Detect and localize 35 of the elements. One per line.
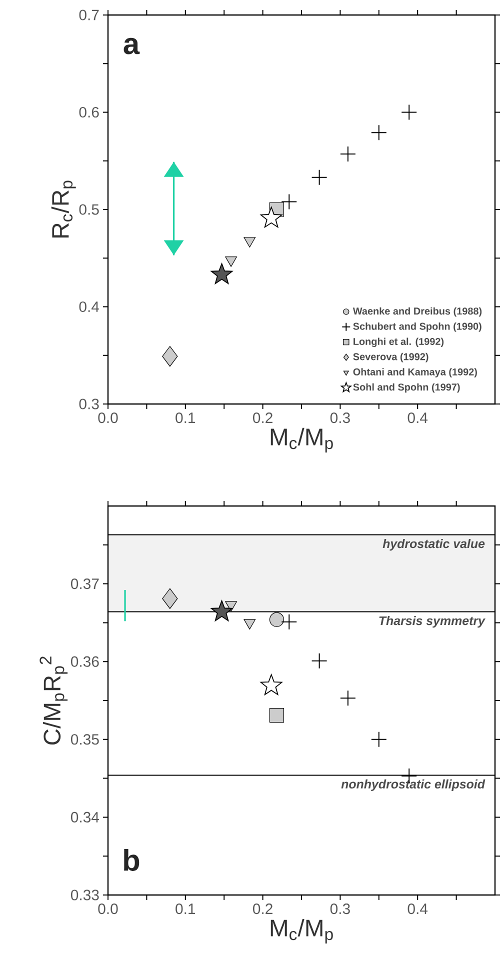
x-tick-label: 0.1 bbox=[176, 412, 196, 424]
y-tick-label: 0.5 bbox=[79, 204, 99, 215]
x-tick-label: 0.1 bbox=[176, 904, 196, 914]
ref-line-label: Tharsis symmetry bbox=[379, 616, 486, 628]
x-tick-label: 0.0 bbox=[98, 904, 118, 914]
legend-label: Schubert and Spohn (1990) bbox=[353, 322, 482, 332]
legend-label: Longhi et al. (1992) bbox=[354, 338, 444, 348]
legend-label: Waenke and Dreibus (1988) bbox=[352, 307, 482, 317]
annotation: a bbox=[124, 38, 140, 54]
x-tick-label: 0.3 bbox=[330, 904, 350, 914]
annotation: b bbox=[124, 849, 140, 871]
x-tick-label: 0.4 bbox=[408, 904, 428, 914]
y-tick-label: 0.3 bbox=[79, 398, 99, 410]
x-tick-label: 0.3 bbox=[330, 412, 350, 424]
legend-label: Severova (1992) bbox=[353, 352, 428, 362]
x-tick-label: 0.2 bbox=[252, 904, 272, 914]
y-tick-label: 0.37 bbox=[70, 578, 99, 590]
y-tick-label: 0.36 bbox=[70, 656, 99, 667]
y-axis-title: C/M$_{p}$R$_{p}$2 bbox=[40, 656, 68, 745]
y-tick-label: 0.34 bbox=[70, 812, 100, 822]
y-tick-label: 0.7 bbox=[79, 10, 99, 20]
ref-line-label: nonhydrostatic ellipsoid bbox=[341, 779, 486, 791]
y-tick-label: 0.33 bbox=[70, 890, 99, 900]
y-axis-title: R$_{c}$/R$_{p}$ bbox=[51, 180, 76, 238]
x-axis-title: M$_{c}$/M$_{p}$ bbox=[270, 428, 333, 452]
legend-label: Sohl and Spohn (1997) bbox=[353, 383, 460, 393]
x-axis-title: M$_{c}$/M$_{p}$ bbox=[270, 918, 333, 944]
x-tick-label: 0.2 bbox=[252, 412, 272, 424]
y-tick-label: 0.35 bbox=[70, 734, 99, 745]
y-tick-label: 0.6 bbox=[79, 106, 99, 118]
ref-line-label: hydrostatic value bbox=[382, 538, 485, 551]
legend-label: Ohtani and Kamaya (1992) bbox=[353, 368, 477, 378]
x-tick-label: 0.0 bbox=[98, 412, 118, 424]
x-tick-label: 0.4 bbox=[408, 412, 428, 424]
y-tick-label: 0.4 bbox=[79, 301, 100, 312]
